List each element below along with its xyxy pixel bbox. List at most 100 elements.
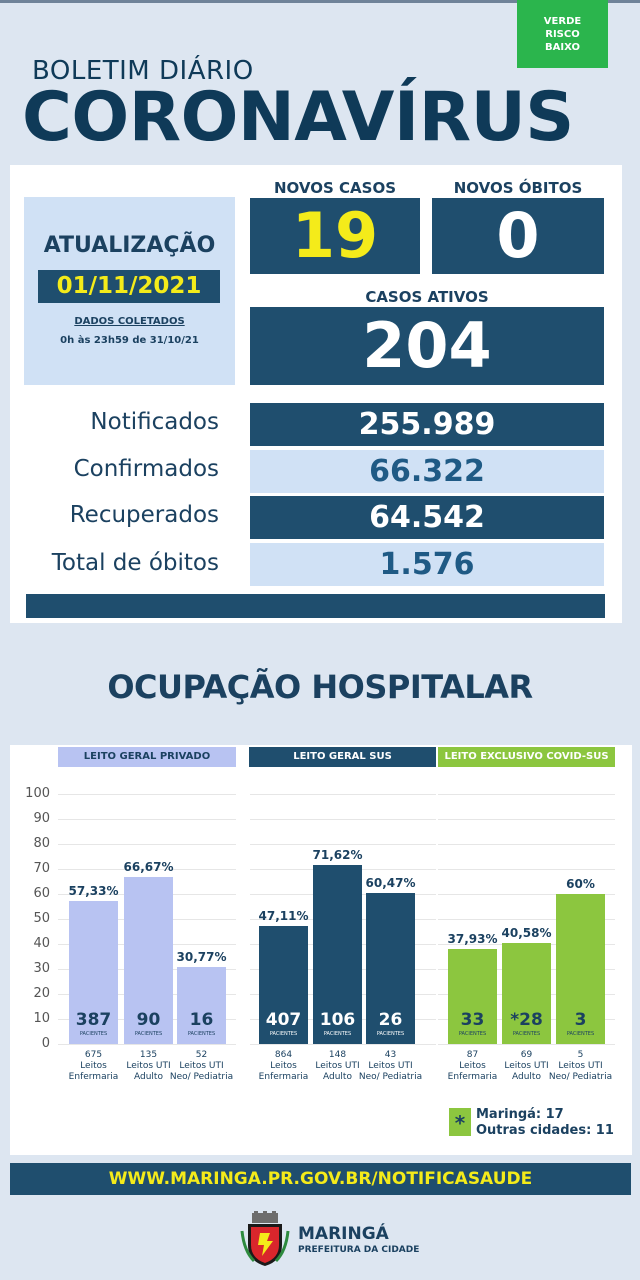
- confirmed-label: Confirmados: [73, 456, 219, 482]
- gridline: [58, 819, 236, 820]
- active-cases-value: 204: [362, 309, 492, 382]
- beds-count: 148: [328, 1050, 347, 1060]
- patients-count: 16: [189, 1010, 214, 1030]
- beds-type: Leitos UTI Neo/ Pediatria: [548, 1061, 613, 1082]
- beds-count: 87: [466, 1050, 479, 1060]
- bar: [177, 967, 226, 1044]
- bar: [448, 949, 497, 1044]
- confirmed-value: 66.322: [369, 454, 485, 489]
- y-tick-label: 60: [33, 886, 50, 901]
- bar-percent-label: 71,62%: [312, 847, 363, 862]
- gridline: [250, 819, 436, 820]
- city-hall-label: PREFEITURA DA CIDADE: [298, 1245, 420, 1255]
- bar-percent-label: 30,77%: [176, 950, 227, 965]
- y-tick-label: 70: [33, 861, 50, 876]
- group-header-sus: LEITO GERAL SUS: [249, 747, 436, 767]
- gridline: [438, 819, 615, 820]
- patients-count: 33: [460, 1010, 485, 1030]
- beds-type: Leitos UTI Neo/ Pediatria: [169, 1061, 234, 1082]
- patients-count: 90: [136, 1010, 161, 1030]
- patients-label: PACIENTES: [566, 1031, 595, 1037]
- notified-box: [250, 403, 604, 446]
- notified-value: 255.989: [358, 407, 496, 442]
- patients-label: PACIENTES: [323, 1031, 352, 1037]
- patients-label: PACIENTES: [512, 1031, 541, 1037]
- occupancy-title: OCUPAÇÃO HOSPITALAR: [107, 668, 533, 706]
- beds-count: 675: [84, 1050, 103, 1060]
- update-title: ATUALIZAÇÃO: [43, 233, 216, 258]
- footnote-other-cities: Outras cidades: 11: [476, 1123, 614, 1138]
- patients-count: 3: [574, 1010, 587, 1030]
- beds-count: 52: [195, 1050, 208, 1060]
- y-tick-label: 10: [33, 1011, 50, 1026]
- footnote-asterisk: *: [449, 1108, 471, 1136]
- bar-percent-label: 37,93%: [447, 932, 498, 947]
- beds-type: Leitos Enfermaria: [258, 1061, 309, 1082]
- new-cases-label: NOVOS CASOS: [274, 179, 396, 197]
- patients-count: 407: [265, 1010, 302, 1030]
- gridline: [438, 869, 615, 870]
- notified-label: Notificados: [90, 409, 219, 435]
- beds-type: Leitos Enfermaria: [68, 1061, 119, 1082]
- beds-count: 5: [577, 1050, 584, 1060]
- recovered-label: Recuperados: [69, 502, 219, 528]
- bar-percent-label: 66,67%: [123, 860, 174, 875]
- patients-count: 387: [75, 1010, 112, 1030]
- gridline: [58, 844, 236, 845]
- city-name: MARINGÁ: [298, 1224, 389, 1244]
- new-deaths-value: 0: [496, 199, 540, 272]
- beds-count: 43: [384, 1050, 397, 1060]
- city-coat-of-arms-icon: [240, 1211, 290, 1266]
- y-tick-label: 90: [33, 811, 50, 826]
- page-title: CORONAVÍRUS: [22, 78, 574, 157]
- gridline: [438, 1044, 615, 1045]
- update-date: 01/11/2021: [38, 270, 220, 303]
- y-tick-label: 30: [33, 961, 50, 976]
- footnote-maringa: Maringá: 17: [476, 1107, 564, 1122]
- patients-label: PACIENTES: [134, 1031, 163, 1037]
- recovered-value: 64.542: [369, 500, 485, 535]
- top-divider: [0, 0, 640, 3]
- y-tick-label: 0: [41, 1036, 50, 1051]
- risk-badge: VERDE RISCO BAIXO: [517, 0, 608, 68]
- total-deaths-value: 1.576: [379, 547, 475, 582]
- beds-count: 135: [139, 1050, 158, 1060]
- bar: [502, 942, 551, 1044]
- bar-percent-label: 60,47%: [365, 875, 416, 890]
- bar: [259, 926, 308, 1044]
- gridline: [250, 794, 436, 795]
- y-tick-label: 100: [25, 786, 50, 801]
- y-tick-label: 50: [33, 911, 50, 926]
- gridline: [438, 794, 615, 795]
- group-header-covid-sus: LEITO EXCLUSIVO COVID-SUS: [438, 747, 615, 767]
- beds-type: Leitos UTI Neo/ Pediatria: [358, 1061, 423, 1082]
- risk-line2: RISCO: [545, 29, 580, 40]
- gridline: [58, 1044, 236, 1045]
- new-cases-box: [250, 198, 420, 274]
- gridline: [438, 919, 615, 920]
- total-deaths-box: [250, 543, 604, 586]
- active-cases-box: [250, 307, 604, 385]
- risk-line3: BAIXO: [545, 42, 580, 53]
- y-tick-label: 20: [33, 986, 50, 1001]
- new-cases-value: 19: [291, 199, 379, 272]
- patients-label: PACIENTES: [458, 1031, 487, 1037]
- bar: [313, 864, 362, 1044]
- group-header-private: LEITO GERAL PRIVADO: [58, 747, 236, 767]
- data-collected-range: 0h às 23h59 de 31/10/21: [60, 335, 199, 346]
- active-cases-label: CASOS ATIVOS: [365, 288, 489, 306]
- gridline: [58, 794, 236, 795]
- gridline: [250, 844, 436, 845]
- beds-count: 69: [520, 1050, 533, 1060]
- y-tick-label: 40: [33, 936, 50, 951]
- bulletin-subtitle: BOLETIM DIÁRIO: [32, 56, 254, 86]
- notification-url-link[interactable]: WWW.MARINGA.PR.GOV.BR/NOTIFICASAUDE: [10, 1163, 631, 1195]
- gridline: [438, 894, 615, 895]
- summary-footer-bar: [26, 594, 605, 618]
- gridline: [250, 1044, 436, 1045]
- bar: [556, 894, 605, 1044]
- patients-count: 26: [378, 1010, 403, 1030]
- confirmed-box: [250, 450, 604, 493]
- gridline: [58, 869, 236, 870]
- beds-type: Leitos UTI Adulto: [315, 1061, 360, 1082]
